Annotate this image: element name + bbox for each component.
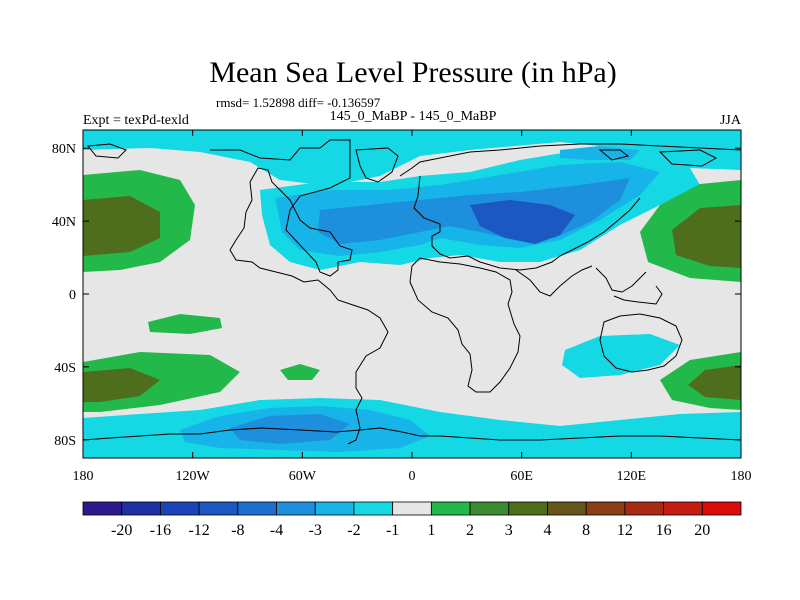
tropical-pacific-increase [148,314,222,334]
south-pacific-west-core [83,368,160,402]
colorbar: -20 -16 -12 -8 -4 -3 -2 -1 1 2 3 4 8 12 16 20 [82,501,742,539]
y-tick-label: 40N [52,215,76,230]
arctic-decrease-region [83,130,741,186]
colorbar-label: -4 [270,522,283,539]
x-tick-label: 120E [617,469,647,484]
coast-arabia-india [515,265,593,297]
colorbar-label: 12 [617,522,633,539]
colorbar-swatch [353,501,394,516]
axis-layer: 180 120W 60W 0 60E 120E 180 80N 40N 0 40S 80S [52,130,752,484]
season-label: JJA [720,113,742,128]
colorbar-label: -8 [231,522,244,539]
x-tick-label: 60E [510,469,533,484]
coast-south-america [317,279,389,445]
coast-europe-asia [399,143,741,271]
y-tick-label: 80N [52,142,76,157]
colorbar-swatch [469,501,510,516]
coast-north-america [210,139,353,283]
colorbar-label: -16 [150,522,171,539]
x-tick-label: 180 [731,469,752,484]
eurasia-minimum [470,200,575,244]
colorbar-swatch [392,501,432,516]
map-field [83,130,741,458]
north-pacific-east-core [672,205,741,268]
colorbar-label: 8 [582,522,590,539]
y-tick-label: 80S [54,434,76,449]
colorbar-label: 2 [466,522,474,539]
colorbar-swatch [121,501,161,516]
coast-greenland [355,147,399,183]
colorbar-label: 3 [505,522,513,539]
colorbar-swatch [585,501,626,516]
colorbar-swatch [624,501,664,516]
colorbar-swatch [198,501,239,516]
coast-australia [599,313,683,373]
coast-southeast-asia [595,267,663,305]
colorbar-swatch [237,501,277,516]
comparison-label: 145_0_MaBP - 145_0_MaBP [330,109,497,124]
coastlines [83,139,741,445]
colorbar-label: -12 [188,522,209,539]
south-atlantic-decrease [562,334,680,378]
x-tick-label: 120W [176,469,211,484]
colorbar-swatch [508,501,548,516]
colorbar-label: 20 [694,522,710,539]
colorbar-label: 4 [543,522,551,539]
coast-africa [409,257,521,393]
colorbar-label: 16 [656,522,672,539]
x-tick-label: 0 [409,469,416,484]
chart-title: Mean Sea Level Pressure (in hPa) [209,56,616,89]
colorbar-swatch [701,501,742,516]
colorbar-swatch [276,501,316,516]
colorbar-swatch [314,501,355,516]
colorbar-label: -1 [386,522,399,539]
colorbar-swatch [663,501,703,516]
colorbar-swatch [430,501,471,516]
colorbar-label: 1 [427,522,435,539]
x-tick-label: 60W [289,469,317,484]
x-tick-label: 180 [73,469,94,484]
colorbar-label: -3 [309,522,322,539]
coast-arctic-islands [87,143,718,167]
y-tick-label: 40S [54,361,76,376]
coast-antarctica [83,427,741,441]
stats-line: rmsd= 1.52898 diff= -0.136597 [216,95,381,110]
colorbar-swatch [160,501,200,516]
north-pacific-west-core [83,196,160,256]
colorbar-swatch [82,501,123,516]
colorbar-label: -20 [111,522,132,539]
y-tick-label: 0 [69,288,76,303]
south-pacific-mid-increase [280,364,320,380]
south-pacific-east-core [688,365,741,400]
experiment-label: Expt = texPd-texld [83,113,189,128]
colorbar-swatch [547,501,587,516]
colorbar-label: -2 [347,522,360,539]
